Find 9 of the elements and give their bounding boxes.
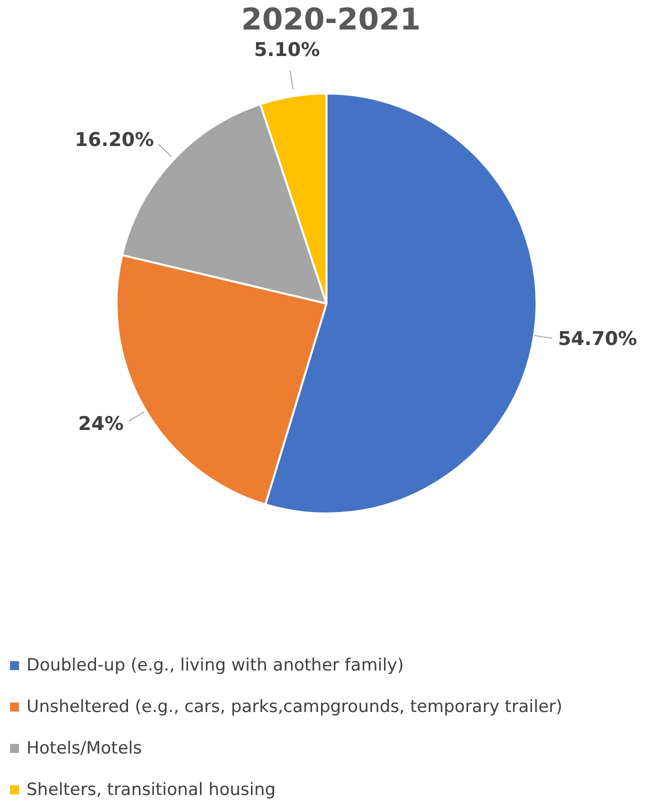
chart-title: 2020-2021 xyxy=(241,2,421,38)
data-label: 54.70% xyxy=(558,328,638,350)
data-label: 5.10% xyxy=(254,39,320,62)
data-label: 16.20% xyxy=(74,129,154,152)
legend-label: Doubled-up (e.g., living with another family) xyxy=(26,656,404,676)
legend-label: Shelters, transitional housing xyxy=(26,780,276,800)
legend-label: Unsheltered (e.g., cars, parks,campgrounds, temporary trailer) xyxy=(26,697,562,718)
legend-label: Hotels/Motels xyxy=(26,738,142,758)
data-label: 24% xyxy=(78,413,124,436)
